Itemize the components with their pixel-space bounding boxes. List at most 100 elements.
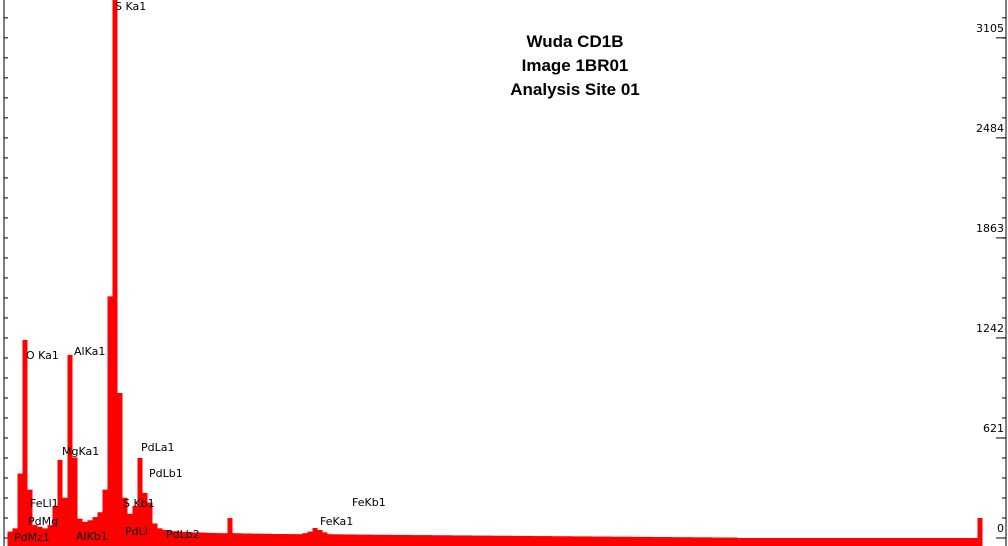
spectrum-bar	[737, 538, 743, 546]
spectrum-bar	[47, 525, 53, 546]
spectrum-bar	[547, 536, 553, 546]
spectrum-bar	[72, 457, 78, 546]
spectrum-bar	[192, 532, 198, 546]
spectrum-bar	[447, 535, 453, 546]
spectrum-bar	[322, 532, 328, 546]
spectrum-bar	[242, 533, 248, 546]
spectrum-bar	[852, 538, 858, 546]
spectrum-bar	[657, 537, 663, 546]
spectrum-bar	[177, 531, 183, 546]
spectrum-bar	[562, 536, 568, 546]
spectrum-bar	[602, 536, 608, 546]
spectrum-bar	[7, 531, 13, 546]
spectrum-bar	[457, 535, 463, 546]
spectrum-bar	[352, 534, 358, 546]
spectrum-bar	[627, 536, 633, 546]
spectrum-bar	[27, 489, 33, 546]
spectrum-bar	[172, 531, 178, 546]
spectrum-bar	[17, 473, 23, 546]
title: Wuda CD1B	[527, 32, 624, 51]
spectrum-bar	[57, 459, 63, 546]
spectrum-bar	[587, 536, 593, 546]
spectrum-bar	[157, 528, 163, 546]
spectrum-bar	[622, 536, 628, 546]
spectrum-bar	[102, 489, 108, 546]
spectrum-bar	[857, 538, 863, 546]
spectrum-bar	[612, 536, 618, 546]
spectrum-bar	[977, 518, 983, 546]
spectrum-bar	[127, 513, 133, 546]
spectrum-bar	[712, 537, 718, 546]
spectrum-bar	[662, 537, 668, 546]
spectrum-bar	[962, 538, 968, 546]
spectrum-bar	[847, 538, 853, 546]
spectrum-bar	[502, 535, 508, 546]
peak-label: FeKa1	[320, 515, 353, 528]
spectrum-bar	[402, 534, 408, 546]
spectrum-bar	[572, 536, 578, 546]
spectrum-bar	[787, 538, 793, 546]
spectrum-bar	[387, 534, 393, 546]
peak-label: PdLb1	[149, 467, 183, 480]
spectrum-bar	[382, 534, 388, 546]
spectrum-bar	[772, 538, 778, 546]
spectrum-bar	[122, 497, 128, 546]
peak-label: MgKa1	[62, 445, 99, 458]
spectrum-bar	[667, 537, 673, 546]
spectrum-bar	[197, 532, 203, 546]
spectrum-bar	[952, 538, 958, 546]
peak-label: AlKa1	[74, 345, 105, 358]
spectrum-bar	[577, 536, 583, 546]
spectrum-bar	[837, 538, 843, 546]
spectrum-bar	[527, 535, 533, 546]
spectrum-bar	[497, 535, 503, 546]
spectrum-bar	[452, 535, 458, 546]
spectrum-bar	[642, 536, 648, 546]
spectrum-bar	[152, 523, 158, 546]
spectrum-bar	[22, 339, 28, 546]
spectrum-bar	[707, 537, 713, 546]
spectrum-bar	[292, 534, 298, 546]
spectrum-bar	[907, 538, 913, 546]
spectrum-bar	[77, 518, 83, 546]
spectrum-bar	[212, 533, 218, 546]
spectrum-bar	[42, 528, 48, 546]
spectrum-bar	[187, 532, 193, 546]
spectrum-bar	[652, 537, 658, 546]
spectrum-bar	[692, 537, 698, 546]
spectrum-bar	[932, 538, 938, 546]
peak-label: FeKb1	[352, 496, 386, 509]
spectrum-bar	[142, 492, 148, 546]
spectrum-bar	[87, 520, 93, 546]
spectrum-bar	[647, 536, 653, 546]
spectrum-bar	[862, 538, 868, 546]
spectrum-bar	[727, 537, 733, 546]
spectrum-bar	[817, 538, 823, 546]
spectrum-bar	[462, 535, 468, 546]
spectrum-bar	[477, 535, 483, 546]
spectrum-bar	[342, 534, 348, 546]
peak-label: AlKb1	[76, 530, 108, 543]
spectrum-bar	[392, 534, 398, 546]
spectrum-bar	[472, 535, 478, 546]
spectrum-bar	[307, 531, 313, 546]
spectrum-bar	[872, 538, 878, 546]
spectrum-bar	[582, 536, 588, 546]
spectrum-bar	[297, 534, 303, 546]
spectrum-bar	[442, 535, 448, 546]
title: Analysis Site 01	[510, 80, 639, 99]
spectrum-bar	[937, 538, 943, 546]
spectrum-bar	[282, 533, 288, 546]
spectrum-bar	[62, 497, 68, 546]
spectrum-bar	[742, 538, 748, 546]
spectrum-bar	[567, 536, 573, 546]
spectrum-bar	[632, 536, 638, 546]
spectrum-bar	[482, 535, 488, 546]
peak-label: PdLa1	[141, 441, 174, 454]
spectrum-bar	[912, 538, 918, 546]
spectrum-bar	[67, 354, 73, 546]
spectrum-bar	[822, 538, 828, 546]
spectrum-bar	[337, 534, 343, 546]
peak-label: PdLl	[125, 525, 148, 538]
